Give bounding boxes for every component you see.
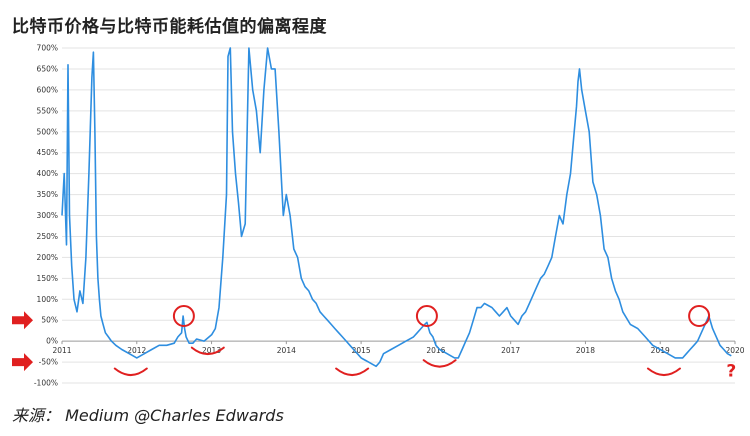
grid-lines	[62, 48, 735, 383]
x-tick-label: 2014	[277, 346, 296, 355]
bottom-arc	[115, 369, 147, 376]
series-line	[62, 48, 731, 366]
y-tick-label: 450%	[37, 148, 58, 157]
x-tick-label: 2017	[501, 346, 520, 355]
x-tick-label: 2018	[576, 346, 595, 355]
y-tick-label: 700%	[37, 44, 58, 53]
bottom-arc	[648, 369, 680, 376]
x-axis-ticks: 2011 2012 2013 2014 2015 2016 2017 2018 2019 2020	[52, 341, 744, 355]
y-tick-label: 150%	[37, 274, 58, 283]
y-tick-label: 500%	[37, 127, 58, 136]
y-tick-label: 0%	[46, 337, 58, 346]
source-credit: 来源： Medium @Charles Edwards	[12, 402, 284, 426]
y-tick-label: 600%	[37, 85, 58, 94]
y-tick-label: 550%	[37, 106, 58, 115]
y-tick-label: 200%	[37, 253, 58, 262]
y-tick-label: 50%	[41, 316, 58, 325]
y-tick-label: 400%	[37, 169, 58, 178]
annotations-group: ?	[12, 306, 736, 382]
y-axis-ticks: 700% 650% 600% 550% 500% 450% 400% 350% 300% 250%…	[34, 44, 58, 388]
bottom-arc	[424, 360, 456, 367]
red-arrow	[12, 353, 33, 371]
y-tick-label: 100%	[37, 295, 58, 304]
y-tick-label: 250%	[37, 232, 58, 241]
peak-circle	[689, 306, 709, 326]
question-mark: ?	[726, 362, 736, 382]
y-tick-label: -50%	[39, 358, 58, 367]
series-group	[62, 48, 731, 366]
y-tick-label: 650%	[37, 64, 58, 73]
y-tick-label: 350%	[37, 190, 58, 199]
red-arrow	[12, 311, 33, 329]
y-tick-label: 300%	[37, 211, 58, 220]
x-tick-label: 2011	[52, 346, 71, 355]
bottom-arc	[336, 369, 368, 376]
y-tick-label: -100%	[34, 379, 58, 388]
